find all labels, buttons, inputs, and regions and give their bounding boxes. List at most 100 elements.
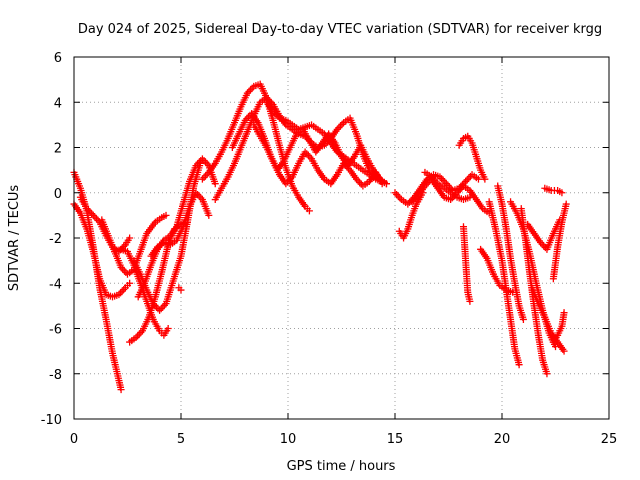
- track-markers: [405, 214, 415, 231]
- track-markers: [364, 157, 376, 172]
- data-point: [382, 180, 390, 188]
- track-markers: [484, 257, 497, 276]
- track-markers: [225, 162, 237, 179]
- track-markers: [194, 157, 205, 168]
- track-markers: [137, 232, 150, 253]
- track-markers: [157, 301, 168, 313]
- track-markers: [341, 161, 352, 172]
- track-markers: [535, 334, 546, 362]
- track-markers: [543, 185, 553, 194]
- track-markers: [473, 155, 484, 172]
- track-markers: [180, 205, 193, 228]
- track-markers: [236, 119, 248, 136]
- track-markers: [347, 168, 359, 181]
- track-markers: [169, 254, 184, 285]
- track-markers: [303, 150, 314, 161]
- track-markers: [401, 227, 411, 240]
- track-markers: [416, 184, 428, 197]
- track-markers: [140, 315, 152, 332]
- track-markers: [104, 291, 114, 300]
- data-point: [558, 189, 566, 197]
- track-markers: [429, 175, 440, 186]
- track-markers: [555, 325, 565, 337]
- track-markers: [535, 302, 548, 319]
- track-markers: [119, 265, 130, 277]
- track-markers: [342, 116, 352, 125]
- track-markers: [507, 318, 519, 351]
- data-point: [211, 180, 219, 188]
- track-markers: [469, 141, 480, 158]
- track-markers: [270, 119, 283, 147]
- y-tick-label: 0: [54, 187, 62, 202]
- track-markers: [229, 132, 242, 149]
- data-point: [474, 175, 482, 183]
- track-markers: [278, 115, 288, 124]
- track-markers: [84, 206, 96, 218]
- track-markers: [481, 206, 491, 216]
- track-markers: [271, 109, 282, 120]
- y-tick-label: 6: [54, 51, 62, 66]
- track-markers: [451, 185, 461, 194]
- track-markers: [141, 263, 154, 285]
- track-markers: [194, 190, 205, 202]
- series-sat-20: [455, 132, 489, 183]
- series-sat-31: [549, 200, 570, 283]
- data-point: [177, 286, 185, 294]
- track-markers: [290, 127, 301, 136]
- data-point: [466, 193, 474, 201]
- chart-title: Day 024 of 2025, Sidereal Day-to-day VTE…: [78, 22, 602, 37]
- series-sat-29: [541, 184, 566, 197]
- track-markers: [438, 175, 449, 186]
- track-markers: [462, 183, 472, 193]
- track-markers: [90, 250, 103, 280]
- track-markers: [478, 247, 490, 261]
- track-markers: [231, 105, 244, 124]
- track-markers: [504, 287, 515, 296]
- track-markers: [153, 215, 164, 225]
- track-markers: [555, 340, 567, 353]
- data-point: [481, 175, 489, 183]
- track-markers: [328, 172, 340, 186]
- track-markers: [361, 168, 371, 177]
- track-markers: [134, 328, 145, 340]
- track-markers: [478, 168, 488, 181]
- track-markers: [455, 194, 465, 203]
- track-markers: [435, 186, 447, 199]
- track-markers: [115, 379, 125, 391]
- data-point: [519, 315, 527, 323]
- series-sat-10: [175, 284, 185, 294]
- track-markers: [423, 177, 434, 188]
- track-markers: [105, 234, 118, 253]
- track-markers: [264, 95, 275, 107]
- track-markers: [551, 334, 560, 344]
- track-markers: [507, 257, 518, 285]
- track-markers: [455, 184, 466, 195]
- track-markers: [146, 295, 159, 319]
- track-markers: [335, 120, 346, 132]
- track-markers: [462, 259, 472, 294]
- track-markers: [96, 286, 110, 321]
- y-tick-label: -8: [49, 368, 62, 383]
- x-tick-label: 10: [280, 432, 297, 447]
- track-markers: [397, 229, 406, 240]
- track-markers: [200, 170, 211, 181]
- y-tick-label: -6: [49, 323, 62, 338]
- track-markers: [117, 285, 128, 297]
- series-sat-19: [421, 168, 474, 204]
- track-markers: [257, 82, 270, 99]
- track-markers: [310, 122, 320, 132]
- track-markers: [313, 141, 325, 154]
- data-point: [162, 211, 170, 219]
- track-markers: [243, 111, 254, 123]
- track-markers: [467, 188, 479, 202]
- track-markers: [264, 100, 276, 113]
- track-markers: [297, 131, 307, 139]
- track-markers: [284, 118, 294, 127]
- track-markers: [245, 84, 256, 96]
- track-markers: [97, 277, 109, 296]
- track-markers: [128, 335, 138, 345]
- track-markers: [374, 176, 384, 185]
- track-markers: [111, 291, 121, 300]
